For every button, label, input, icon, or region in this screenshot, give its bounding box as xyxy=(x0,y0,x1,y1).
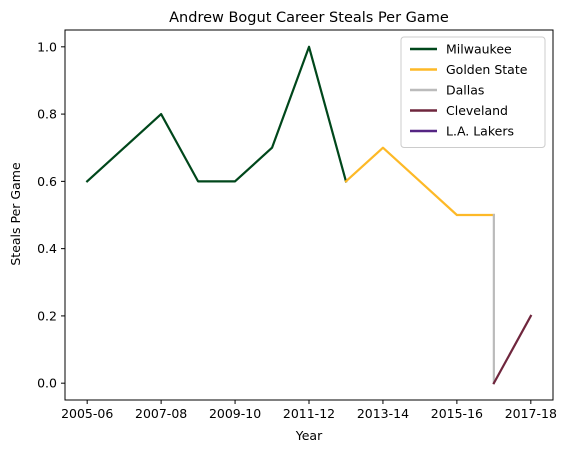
x-tick-label: 2007-08 xyxy=(135,406,187,421)
y-tick-label: 0.4 xyxy=(37,241,57,256)
x-tick-label: 2017-18 xyxy=(505,406,557,421)
legend-label-milwaukee: Milwaukee xyxy=(446,42,512,57)
x-tick-label: 2011-12 xyxy=(283,406,335,421)
x-axis-label: Year xyxy=(295,428,323,443)
x-tick-label: 2015-16 xyxy=(431,406,483,421)
x-tick-label: 2009-10 xyxy=(209,406,261,421)
y-tick-label: 1.0 xyxy=(37,39,57,54)
chart-title: Andrew Bogut Career Steals Per Game xyxy=(169,10,449,26)
y-tick-label: 0.2 xyxy=(37,308,57,323)
series-line-cleveland xyxy=(492,314,533,385)
y-tick-label: 0.6 xyxy=(37,174,57,189)
y-tick-label: 0.0 xyxy=(37,376,57,391)
y-axis-label: Steals Per Game xyxy=(8,162,23,266)
y-tick-label: 0.8 xyxy=(37,107,57,122)
legend: Milwaukee Golden State Dallas Cleveland L.A.… xyxy=(400,36,546,148)
legend-label-dallas: Dallas xyxy=(446,83,484,98)
plot-area: 2005-06 2007-08 2009-10 2011-12 2013-14 2015-… xyxy=(37,29,557,421)
x-tick-label: 2013-14 xyxy=(357,406,409,421)
series-line-golden-state xyxy=(344,146,495,217)
x-tick-label: 2005-06 xyxy=(61,406,113,421)
legend-label-golden-state: Golden State xyxy=(446,62,528,77)
legend-box xyxy=(400,36,546,148)
series-line-milwaukee xyxy=(85,45,348,183)
legend-label-cleveland: Cleveland xyxy=(446,103,508,118)
legend-label-l-a-lakers: L.A. Lakers xyxy=(446,124,514,139)
